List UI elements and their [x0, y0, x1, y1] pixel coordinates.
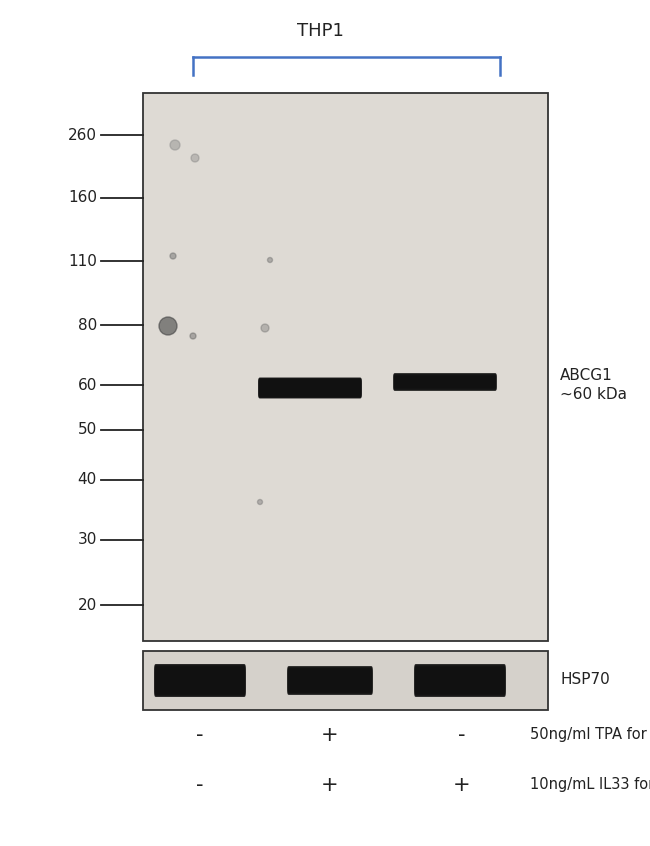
Text: 80: 80: [78, 317, 97, 332]
Text: -: -: [196, 775, 203, 795]
Text: 30: 30: [77, 532, 97, 547]
FancyBboxPatch shape: [155, 666, 246, 695]
FancyBboxPatch shape: [155, 667, 246, 694]
Bar: [143, 651, 548, 710]
FancyBboxPatch shape: [415, 665, 506, 696]
Text: 50ng/ml TPA for 24h: 50ng/ml TPA for 24h: [530, 728, 650, 743]
Circle shape: [170, 140, 180, 150]
FancyBboxPatch shape: [287, 667, 372, 693]
Text: 60: 60: [77, 377, 97, 393]
FancyBboxPatch shape: [415, 664, 506, 697]
Text: HSP70: HSP70: [560, 673, 610, 688]
Circle shape: [268, 257, 272, 262]
FancyBboxPatch shape: [287, 670, 372, 691]
Text: THP1: THP1: [296, 22, 343, 40]
FancyBboxPatch shape: [259, 379, 361, 397]
Text: 50: 50: [78, 422, 97, 437]
Text: 40: 40: [78, 473, 97, 487]
FancyBboxPatch shape: [259, 382, 361, 394]
FancyBboxPatch shape: [287, 669, 372, 692]
Text: -: -: [196, 725, 203, 745]
FancyBboxPatch shape: [287, 672, 372, 689]
FancyBboxPatch shape: [259, 378, 361, 398]
FancyBboxPatch shape: [393, 375, 497, 389]
FancyBboxPatch shape: [155, 664, 246, 697]
FancyBboxPatch shape: [287, 666, 372, 695]
FancyBboxPatch shape: [259, 381, 361, 395]
FancyBboxPatch shape: [415, 669, 506, 692]
FancyBboxPatch shape: [393, 376, 497, 388]
FancyBboxPatch shape: [393, 376, 497, 387]
Text: 160: 160: [68, 190, 97, 206]
Text: -: -: [458, 725, 466, 745]
FancyBboxPatch shape: [259, 380, 361, 396]
Text: ABCG1
~60 kDa: ABCG1 ~60 kDa: [560, 368, 627, 403]
Text: 110: 110: [68, 254, 97, 268]
FancyBboxPatch shape: [155, 669, 246, 692]
Circle shape: [261, 324, 269, 332]
Text: +: +: [453, 775, 471, 795]
Text: 260: 260: [68, 128, 97, 142]
FancyBboxPatch shape: [393, 374, 497, 391]
FancyBboxPatch shape: [259, 379, 361, 398]
Circle shape: [190, 333, 196, 339]
FancyBboxPatch shape: [393, 373, 497, 391]
FancyBboxPatch shape: [287, 667, 372, 694]
FancyBboxPatch shape: [415, 667, 506, 694]
FancyBboxPatch shape: [393, 375, 497, 389]
FancyBboxPatch shape: [287, 671, 372, 690]
FancyBboxPatch shape: [155, 668, 246, 693]
FancyBboxPatch shape: [393, 374, 497, 390]
FancyBboxPatch shape: [155, 670, 246, 690]
FancyBboxPatch shape: [155, 665, 246, 696]
FancyBboxPatch shape: [415, 670, 506, 690]
Circle shape: [170, 253, 176, 259]
Text: +: +: [321, 775, 339, 795]
Text: +: +: [321, 725, 339, 745]
FancyBboxPatch shape: [415, 668, 506, 693]
Circle shape: [159, 317, 177, 335]
FancyBboxPatch shape: [415, 666, 506, 695]
Circle shape: [191, 154, 199, 162]
Bar: [143, 93, 548, 641]
FancyBboxPatch shape: [259, 377, 361, 398]
Circle shape: [257, 499, 263, 504]
Text: 10ng/mL IL33 for 24h: 10ng/mL IL33 for 24h: [530, 777, 650, 793]
Text: 20: 20: [78, 597, 97, 613]
